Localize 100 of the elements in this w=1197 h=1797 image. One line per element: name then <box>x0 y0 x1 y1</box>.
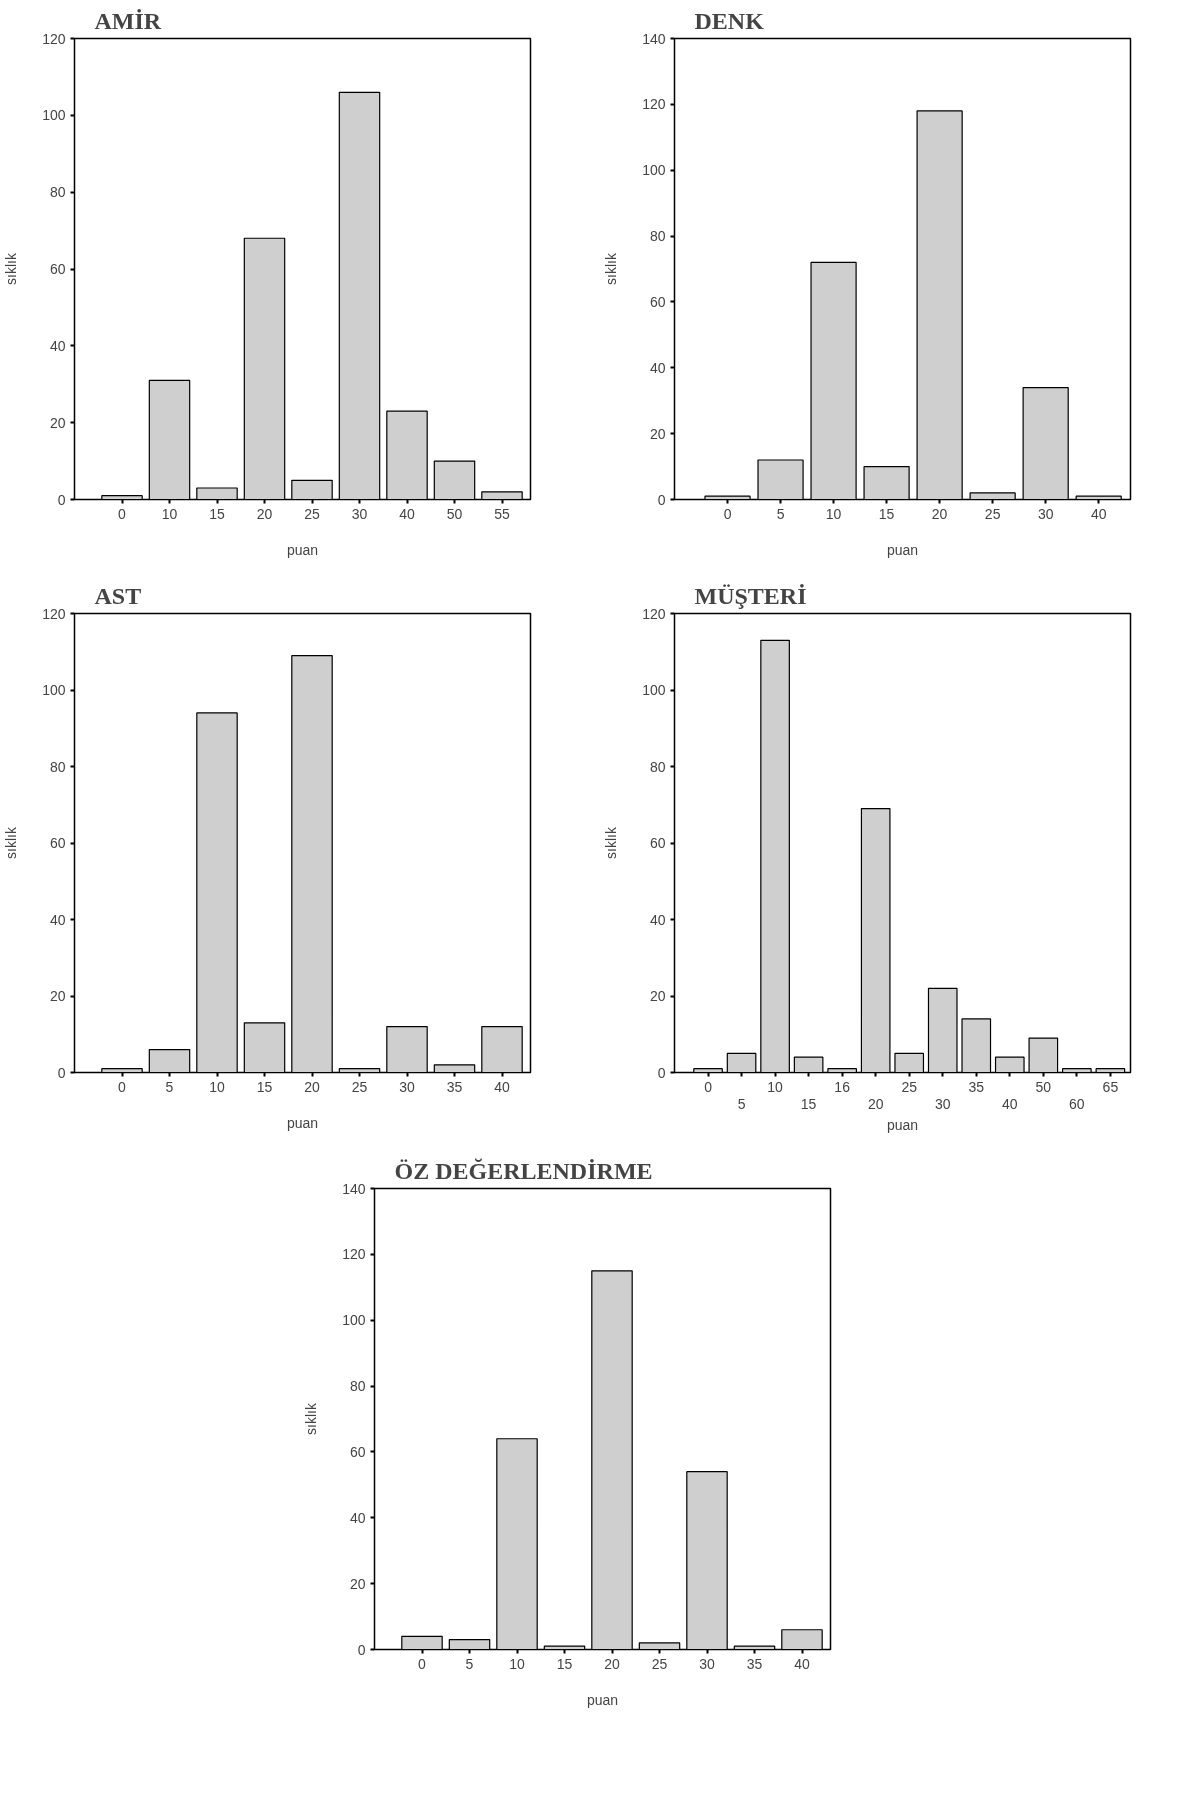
chart-title: DENK <box>694 7 765 34</box>
y-tick-label: 120 <box>342 1246 366 1263</box>
y-tick-label: 80 <box>49 758 66 775</box>
chart-title: ÖZ DEĞERLENDİRME <box>394 1157 653 1184</box>
y-axis-title: sıklık <box>3 826 20 859</box>
x-tick-label: 35 <box>746 1655 763 1672</box>
x-tick-label: 25 <box>304 505 320 522</box>
y-tick-label: 0 <box>657 1064 666 1081</box>
x-axis-title: puan <box>286 1114 319 1131</box>
x-axis-title: puan <box>886 541 919 558</box>
x-tick-label: 25 <box>901 1078 918 1095</box>
y-tick-label: 20 <box>49 414 66 431</box>
x-tick-label: 30 <box>934 1095 951 1112</box>
y-tick-label: 40 <box>649 359 666 376</box>
y-tick-label: 100 <box>42 107 66 124</box>
x-tick-label: 0 <box>118 1078 127 1095</box>
x-tick-label: 25 <box>651 1655 668 1672</box>
x-tick-label: 15 <box>800 1095 817 1112</box>
x-tick-label: 0 <box>418 1655 427 1672</box>
y-tick-label: 40 <box>349 1509 366 1526</box>
x-tick-label: 50 <box>1035 1078 1052 1095</box>
y-tick-label: 20 <box>649 425 666 442</box>
x-tick-label: 40 <box>399 505 415 522</box>
y-tick-label: 60 <box>649 835 666 851</box>
x-tick-label: 10 <box>161 505 178 522</box>
chart-title: AST <box>94 582 142 609</box>
x-tick-label: 10 <box>825 505 842 522</box>
x-tick-label: 20 <box>867 1095 884 1112</box>
y-axis-title: sıklık <box>603 252 620 285</box>
x-tick-label: 15 <box>556 1655 573 1672</box>
y-tick-label: 80 <box>349 1378 366 1395</box>
x-tick-label: 40 <box>1090 505 1107 522</box>
y-tick-label: 0 <box>657 491 666 508</box>
x-tick-label: 15 <box>209 505 225 522</box>
y-axis-title: sıklık <box>303 1402 320 1435</box>
chart-title: AMİR <box>94 7 162 34</box>
y-tick-label: 80 <box>49 184 66 201</box>
y-tick-label: 120 <box>42 605 66 622</box>
x-axis-title: puan <box>286 541 319 558</box>
x-tick-label: 60 <box>1069 1095 1085 1112</box>
y-tick-label: 120 <box>642 605 666 622</box>
y-axis-title: sıklık <box>3 252 20 285</box>
x-tick-label: 10 <box>209 1078 225 1095</box>
x-tick-label: 50 <box>446 505 463 522</box>
y-tick-label: 100 <box>42 682 66 698</box>
x-tick-label: 35 <box>968 1078 985 1095</box>
x-tick-label: 65 <box>1102 1078 1119 1095</box>
y-tick-label: 120 <box>42 30 66 47</box>
y-tick-label: 40 <box>649 911 666 928</box>
y-tick-label: 100 <box>642 162 666 179</box>
y-tick-label: 0 <box>57 491 66 508</box>
y-tick-label: 40 <box>49 911 66 928</box>
x-tick-label: 30 <box>699 1655 715 1672</box>
x-tick-label: 25 <box>351 1078 368 1095</box>
x-tick-label: 5 <box>737 1095 746 1112</box>
y-tick-label: 80 <box>649 758 666 775</box>
x-tick-label: 5 <box>776 505 785 522</box>
y-tick-label: 100 <box>342 1312 366 1329</box>
y-tick-label: 60 <box>649 293 666 310</box>
y-tick-label: 60 <box>49 261 66 277</box>
x-tick-label: 20 <box>604 1655 620 1672</box>
x-tick-label: 35 <box>446 1078 463 1095</box>
y-tick-label: 40 <box>49 337 66 354</box>
y-axis-title: sıklık <box>603 826 620 859</box>
x-tick-label: 40 <box>1002 1095 1018 1112</box>
x-tick-label: 10 <box>509 1655 525 1672</box>
x-tick-label: 40 <box>794 1655 810 1672</box>
x-tick-label: 25 <box>984 505 1001 522</box>
x-tick-label: 30 <box>399 1078 415 1095</box>
y-tick-label: 20 <box>49 988 66 1004</box>
chart-title: MÜŞTERİ <box>694 582 807 609</box>
x-tick-label: 0 <box>704 1078 713 1095</box>
y-tick-label: 60 <box>49 835 66 851</box>
x-tick-label: 5 <box>165 1078 174 1095</box>
x-tick-label: 40 <box>494 1078 510 1095</box>
x-tick-label: 30 <box>351 505 368 522</box>
x-tick-label: 30 <box>1037 505 1054 522</box>
x-tick-label: 16 <box>834 1078 851 1095</box>
x-tick-label: 20 <box>931 505 948 522</box>
y-tick-label: 100 <box>642 682 666 698</box>
x-tick-label: 10 <box>767 1078 784 1095</box>
y-tick-label: 20 <box>649 988 666 1004</box>
y-tick-label: 120 <box>642 96 666 113</box>
y-tick-label: 0 <box>357 1641 366 1658</box>
x-tick-label: 5 <box>465 1655 474 1672</box>
x-tick-label: 15 <box>256 1078 273 1095</box>
y-tick-label: 60 <box>349 1443 366 1460</box>
y-tick-label: 80 <box>649 228 666 245</box>
x-tick-label: 55 <box>494 505 510 522</box>
x-tick-label: 0 <box>723 505 732 522</box>
x-tick-label: 20 <box>304 1078 320 1095</box>
y-tick-label: 0 <box>57 1064 66 1081</box>
x-tick-label: 0 <box>118 505 127 522</box>
x-axis-title: puan <box>886 1116 919 1133</box>
x-tick-label: 20 <box>256 505 273 522</box>
y-tick-label: 140 <box>642 30 666 47</box>
y-tick-label: 140 <box>342 1180 366 1197</box>
x-axis-title: puan <box>586 1691 619 1708</box>
x-tick-label: 15 <box>878 505 895 522</box>
y-tick-label: 20 <box>349 1575 366 1592</box>
